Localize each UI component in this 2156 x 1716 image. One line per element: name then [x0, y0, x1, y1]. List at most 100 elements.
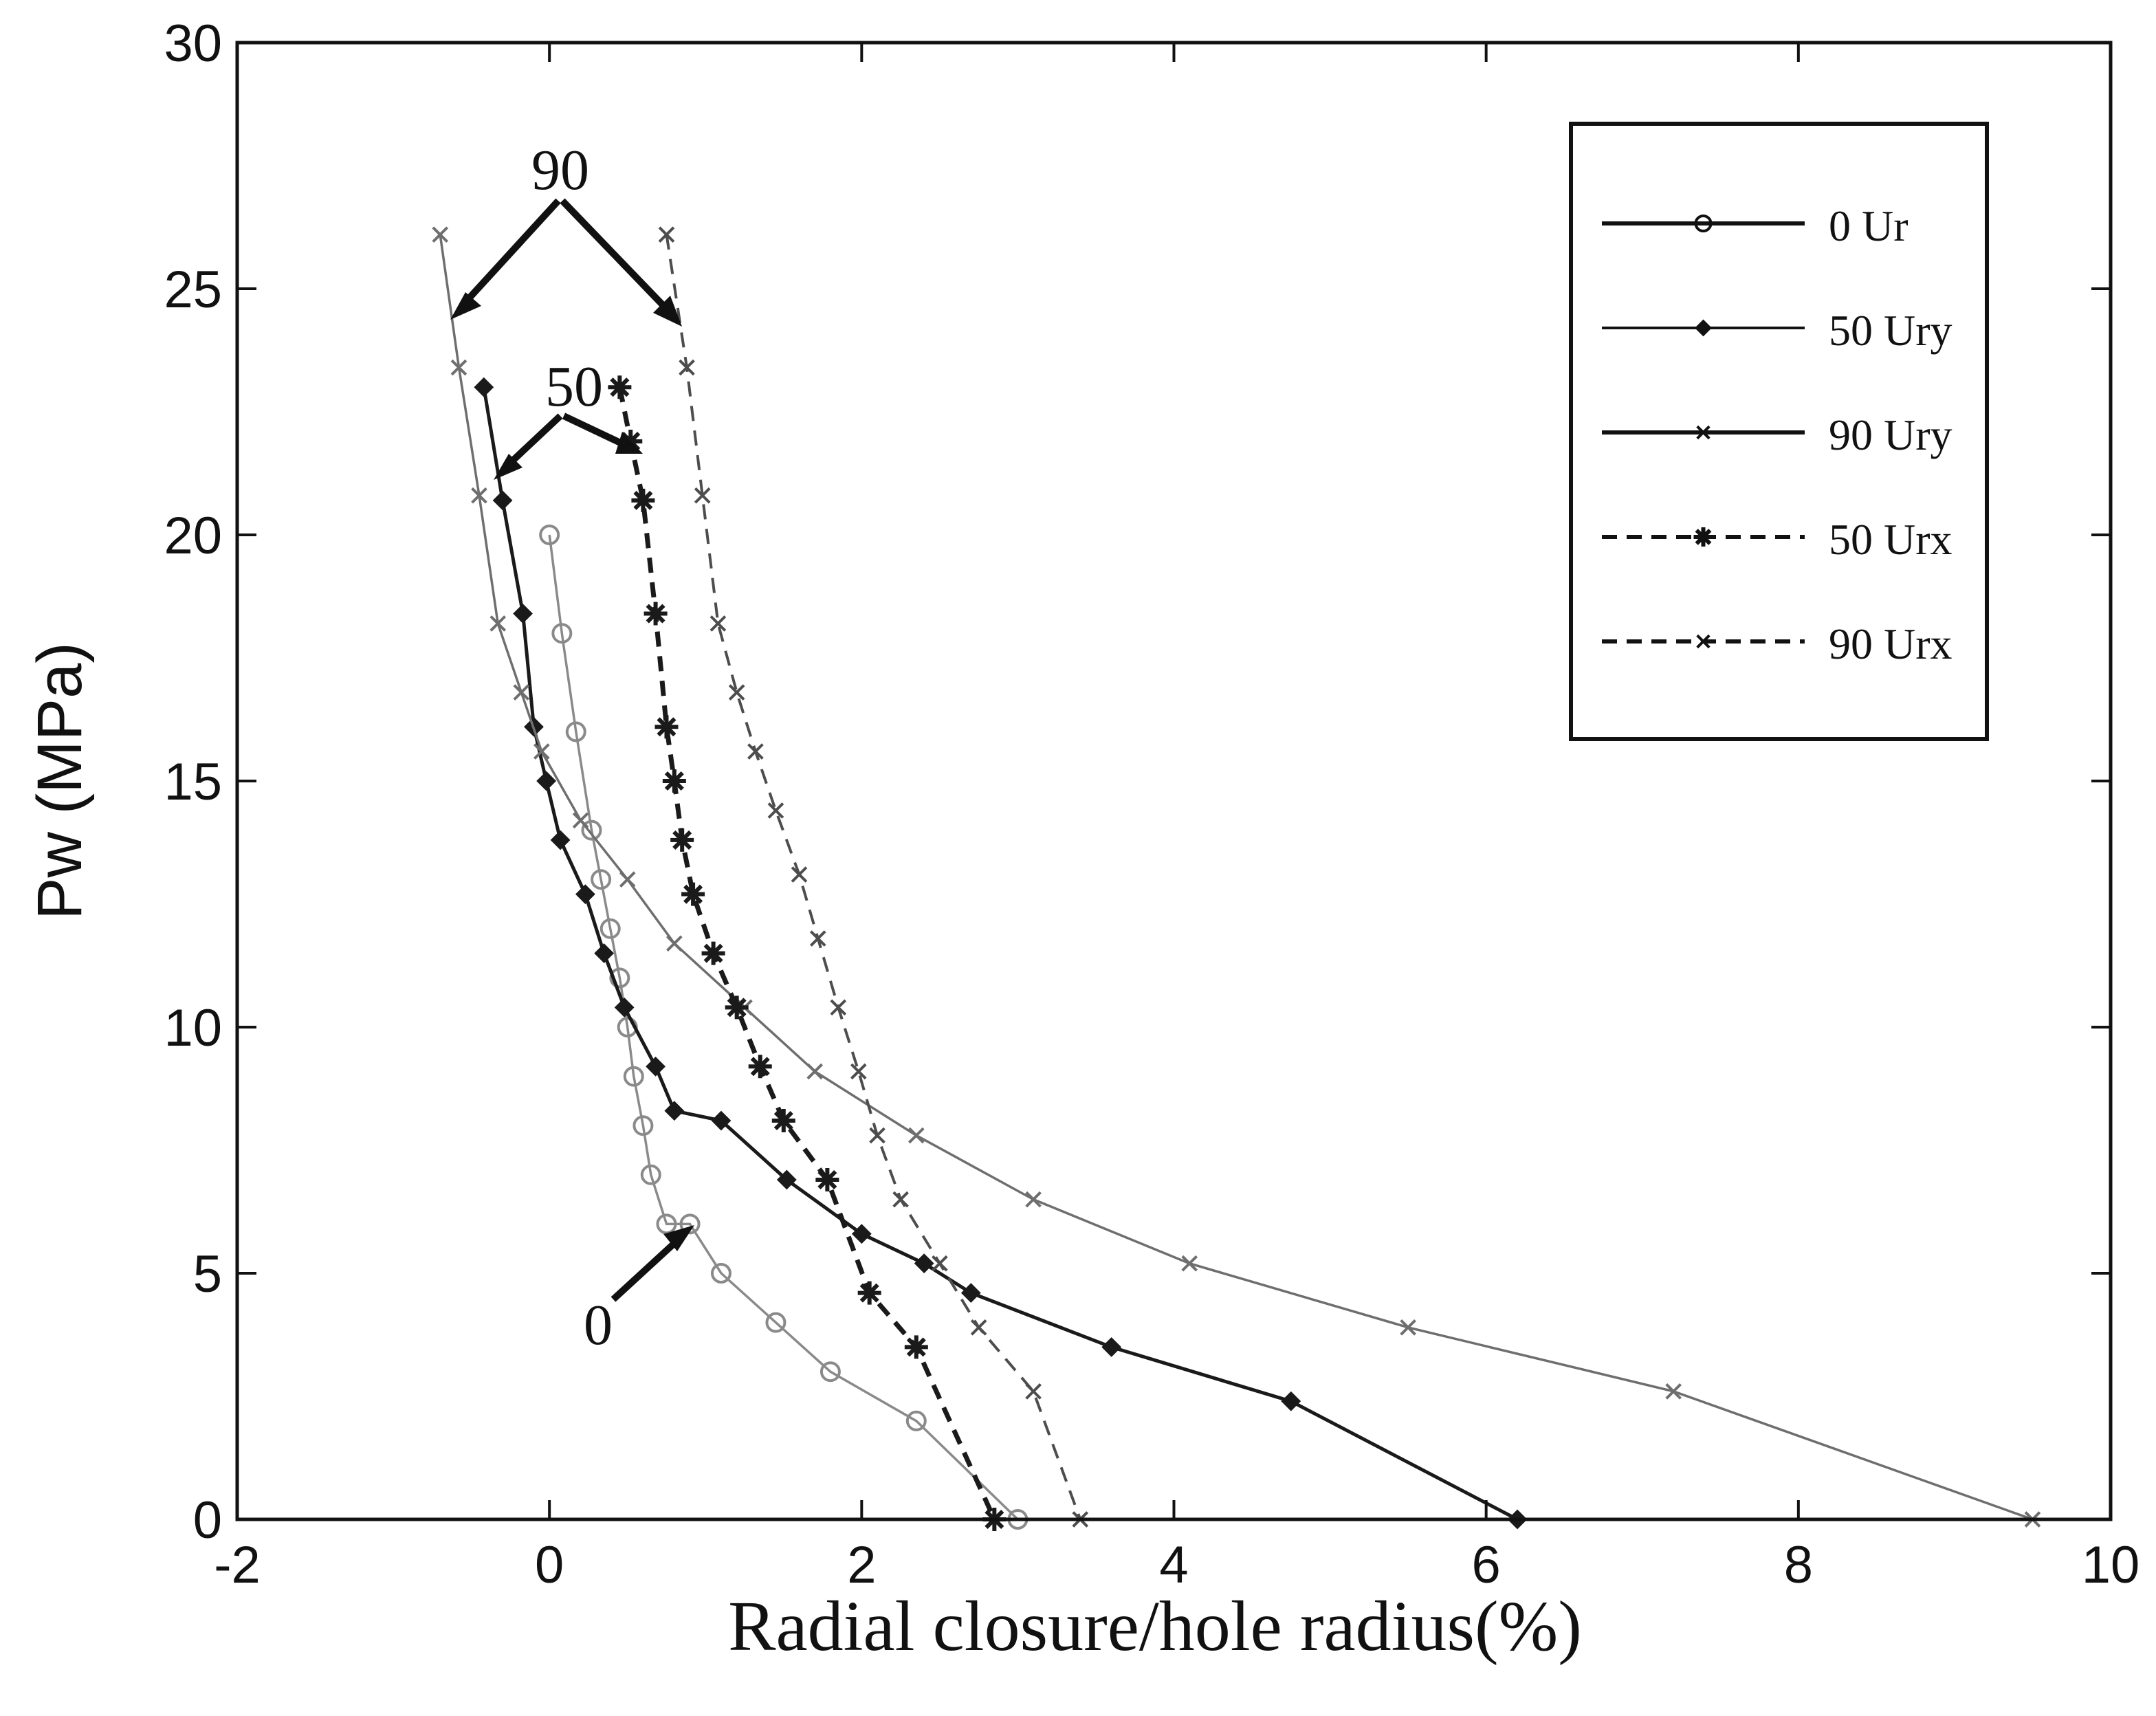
- data-point: [644, 602, 668, 626]
- data-point: [536, 771, 557, 791]
- legend-entry: 50 Urx: [1602, 515, 1952, 564]
- data-point: [572, 812, 589, 829]
- data-point: [960, 1283, 981, 1304]
- data-point: [679, 359, 695, 376]
- x-tick-label: 10: [2082, 1536, 2140, 1594]
- y-axis-label: Pw (MPa): [25, 642, 95, 920]
- data-point: [892, 1191, 909, 1208]
- data-point: [710, 1263, 732, 1284]
- data-point: [932, 1255, 948, 1272]
- annotation-90-arrow-left: [459, 198, 561, 309]
- data-point: [654, 715, 679, 739]
- annotation-90-arrowhead-left: [450, 292, 481, 320]
- annotation-50-arrowhead-right: [615, 432, 643, 454]
- y-tick-label: 10: [164, 999, 222, 1057]
- data-point: [681, 882, 705, 906]
- legend-swatch-marker: [1696, 425, 1710, 440]
- data-point: [1665, 1383, 1682, 1400]
- data-point: [513, 684, 530, 701]
- legend-label: 50 Ury: [1829, 306, 1952, 355]
- x-tick-label: -2: [214, 1536, 261, 1594]
- data-point: [701, 941, 725, 965]
- data-point: [776, 1169, 797, 1190]
- data-point: [1101, 1336, 1122, 1357]
- data-point: [575, 884, 595, 905]
- data-point: [619, 871, 636, 888]
- data-point: [771, 1109, 795, 1133]
- annotation-50-arrow-right: [562, 412, 631, 450]
- x-tick-label: 6: [1472, 1536, 1501, 1594]
- data-point: [614, 997, 635, 1018]
- annotation-0: 0: [584, 1293, 613, 1357]
- data-point: [970, 1319, 987, 1336]
- legend-entry: 90 Ury: [1602, 410, 1952, 459]
- annotations: 90 50 0: [450, 138, 694, 1357]
- data-point: [670, 828, 694, 852]
- data-point: [905, 1410, 927, 1431]
- data-point: [608, 375, 632, 399]
- series-line: [548, 534, 1019, 1521]
- data-point: [908, 1127, 925, 1144]
- legend: 0 Ur 50 Ury 90 Ury 50 Urx 90 Urx: [1569, 122, 1989, 741]
- y-tick-label: 30: [164, 14, 222, 73]
- data-point: [820, 1361, 841, 1383]
- legend-entry: 90 Urx: [1602, 619, 1952, 668]
- legend-entry: 0 Ur: [1602, 201, 1908, 250]
- data-point: [748, 1055, 772, 1079]
- x-axis-ticks: -2 0 2 4 6 8 10: [214, 43, 2140, 1594]
- data-point: [747, 743, 764, 760]
- x-tick-label: 0: [535, 1536, 564, 1594]
- y-tick-label: 5: [193, 1245, 222, 1304]
- series-3: [432, 226, 2041, 1528]
- data-point: [658, 226, 675, 243]
- data-point: [664, 1101, 685, 1121]
- legend-swatch-marker: [1696, 634, 1710, 649]
- data-point: [565, 721, 586, 742]
- data-point: [851, 1224, 872, 1244]
- data-point: [640, 1164, 661, 1185]
- data-point: [539, 525, 560, 545]
- y-tick-label: 15: [164, 753, 222, 811]
- series-5: [658, 226, 1089, 1528]
- y-tick-label: 20: [164, 507, 222, 565]
- data-point: [662, 769, 686, 793]
- data-point: [1025, 1383, 1042, 1400]
- data-point: [1025, 1191, 1042, 1208]
- annotation-90-arrowhead-right: [653, 296, 682, 327]
- legend-swatch-marker: [1694, 214, 1713, 232]
- annotation-50: 50: [545, 355, 603, 419]
- data-point: [632, 1115, 654, 1136]
- legend-entry: 50 Ury: [1602, 306, 1952, 355]
- data-point: [711, 1110, 732, 1131]
- data-point: [830, 999, 847, 1016]
- data-point: [594, 943, 615, 964]
- legend-label: 90 Ury: [1829, 410, 1952, 459]
- data-point: [1181, 1255, 1198, 1272]
- annotation-0-arrow: [610, 1235, 683, 1302]
- data-point: [914, 1253, 934, 1274]
- data-point: [513, 604, 533, 624]
- data-point: [850, 1063, 867, 1080]
- data-point: [710, 615, 727, 632]
- data-point: [581, 820, 602, 841]
- y-tick-label: 25: [164, 261, 222, 319]
- data-point: [806, 1063, 824, 1080]
- x-tick-label: 2: [847, 1536, 876, 1594]
- data-point: [765, 1312, 786, 1333]
- legend-swatch-marker: [1695, 319, 1712, 337]
- data-point: [725, 996, 749, 1020]
- data-point: [1400, 1319, 1416, 1336]
- annotation-90: 90: [531, 138, 589, 202]
- data-point: [815, 1167, 839, 1191]
- annotation-50-arrowhead-left: [494, 454, 522, 480]
- legend-label: 90 Urx: [1829, 619, 1952, 668]
- data-point: [791, 866, 808, 883]
- data-point: [492, 490, 513, 511]
- data-point: [728, 684, 745, 701]
- data-point: [600, 918, 621, 939]
- series-4: [608, 375, 1006, 1531]
- legend-label: 50 Urx: [1829, 515, 1952, 564]
- x-axis-label: Radial closure/hole radius(%): [728, 1587, 1582, 1666]
- legend-label: 0 Ur: [1829, 201, 1908, 250]
